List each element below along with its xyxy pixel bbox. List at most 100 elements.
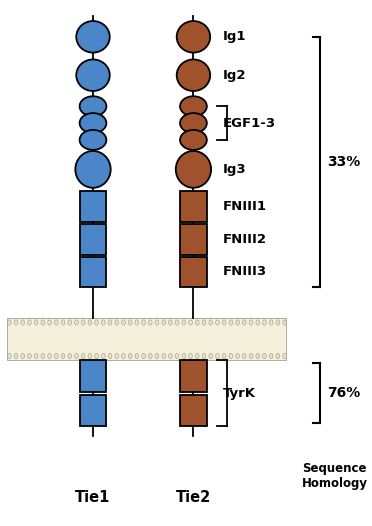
Circle shape	[195, 353, 199, 359]
Circle shape	[148, 320, 152, 325]
Circle shape	[61, 320, 65, 325]
Text: TyrK: TyrK	[223, 387, 256, 400]
Circle shape	[209, 320, 212, 325]
Circle shape	[243, 320, 246, 325]
Ellipse shape	[76, 59, 110, 91]
Ellipse shape	[177, 21, 210, 53]
Circle shape	[95, 353, 99, 359]
Circle shape	[236, 320, 240, 325]
Ellipse shape	[80, 113, 106, 133]
Circle shape	[283, 320, 286, 325]
Circle shape	[61, 353, 65, 359]
Bar	[180, 191, 207, 222]
Circle shape	[7, 320, 11, 325]
Circle shape	[75, 353, 78, 359]
Ellipse shape	[180, 130, 207, 150]
Circle shape	[169, 320, 172, 325]
Circle shape	[115, 353, 119, 359]
Text: FNIII1: FNIII1	[223, 200, 267, 213]
Text: Ig3: Ig3	[223, 163, 247, 176]
Circle shape	[34, 320, 38, 325]
Circle shape	[135, 353, 139, 359]
Circle shape	[236, 353, 240, 359]
Circle shape	[14, 320, 18, 325]
Text: Tie2: Tie2	[176, 490, 211, 504]
Bar	[180, 224, 207, 255]
Circle shape	[249, 353, 253, 359]
Bar	[80, 360, 106, 392]
Circle shape	[128, 353, 132, 359]
Circle shape	[216, 353, 219, 359]
Ellipse shape	[176, 151, 211, 188]
Circle shape	[41, 320, 45, 325]
Circle shape	[48, 353, 51, 359]
Bar	[80, 394, 106, 426]
Ellipse shape	[180, 96, 207, 116]
Circle shape	[256, 320, 260, 325]
Circle shape	[41, 353, 45, 359]
Circle shape	[88, 320, 92, 325]
Ellipse shape	[177, 59, 210, 91]
Bar	[180, 394, 207, 426]
Circle shape	[182, 353, 186, 359]
Bar	[7, 318, 286, 360]
Circle shape	[202, 320, 206, 325]
Circle shape	[102, 353, 105, 359]
Circle shape	[95, 320, 99, 325]
Bar	[180, 257, 207, 287]
Bar	[80, 224, 106, 255]
Text: 33%: 33%	[327, 155, 360, 169]
Circle shape	[189, 320, 192, 325]
Circle shape	[48, 320, 51, 325]
Circle shape	[175, 353, 179, 359]
Ellipse shape	[80, 96, 106, 116]
Circle shape	[222, 320, 226, 325]
Circle shape	[7, 353, 11, 359]
Circle shape	[276, 320, 280, 325]
Circle shape	[108, 320, 112, 325]
Bar	[80, 257, 106, 287]
Circle shape	[216, 320, 219, 325]
Circle shape	[229, 320, 233, 325]
Circle shape	[108, 353, 112, 359]
Circle shape	[122, 320, 125, 325]
Circle shape	[249, 320, 253, 325]
Circle shape	[88, 353, 92, 359]
Circle shape	[21, 320, 25, 325]
Circle shape	[269, 353, 273, 359]
Text: 76%: 76%	[327, 386, 360, 400]
Circle shape	[222, 353, 226, 359]
Text: FNIII3: FNIII3	[223, 266, 267, 278]
Circle shape	[263, 320, 266, 325]
Text: Ig2: Ig2	[223, 69, 247, 82]
Circle shape	[28, 320, 31, 325]
Text: Tie1: Tie1	[75, 490, 111, 504]
Ellipse shape	[76, 21, 110, 53]
Circle shape	[269, 320, 273, 325]
Circle shape	[34, 353, 38, 359]
Circle shape	[102, 320, 105, 325]
Bar	[180, 360, 207, 392]
Circle shape	[28, 353, 31, 359]
Circle shape	[263, 353, 266, 359]
Circle shape	[155, 353, 159, 359]
Circle shape	[142, 353, 145, 359]
Text: Sequence
Homology: Sequence Homology	[302, 462, 368, 490]
Bar	[80, 191, 106, 222]
Circle shape	[68, 353, 71, 359]
Circle shape	[162, 320, 166, 325]
Circle shape	[182, 320, 186, 325]
Circle shape	[148, 353, 152, 359]
Circle shape	[162, 353, 166, 359]
Circle shape	[155, 320, 159, 325]
Text: EGF1-3: EGF1-3	[223, 117, 276, 129]
Circle shape	[175, 320, 179, 325]
Circle shape	[135, 320, 139, 325]
Circle shape	[169, 353, 172, 359]
Circle shape	[54, 320, 58, 325]
Circle shape	[122, 353, 125, 359]
Circle shape	[243, 353, 246, 359]
Circle shape	[115, 320, 119, 325]
Circle shape	[283, 353, 286, 359]
Circle shape	[256, 353, 260, 359]
